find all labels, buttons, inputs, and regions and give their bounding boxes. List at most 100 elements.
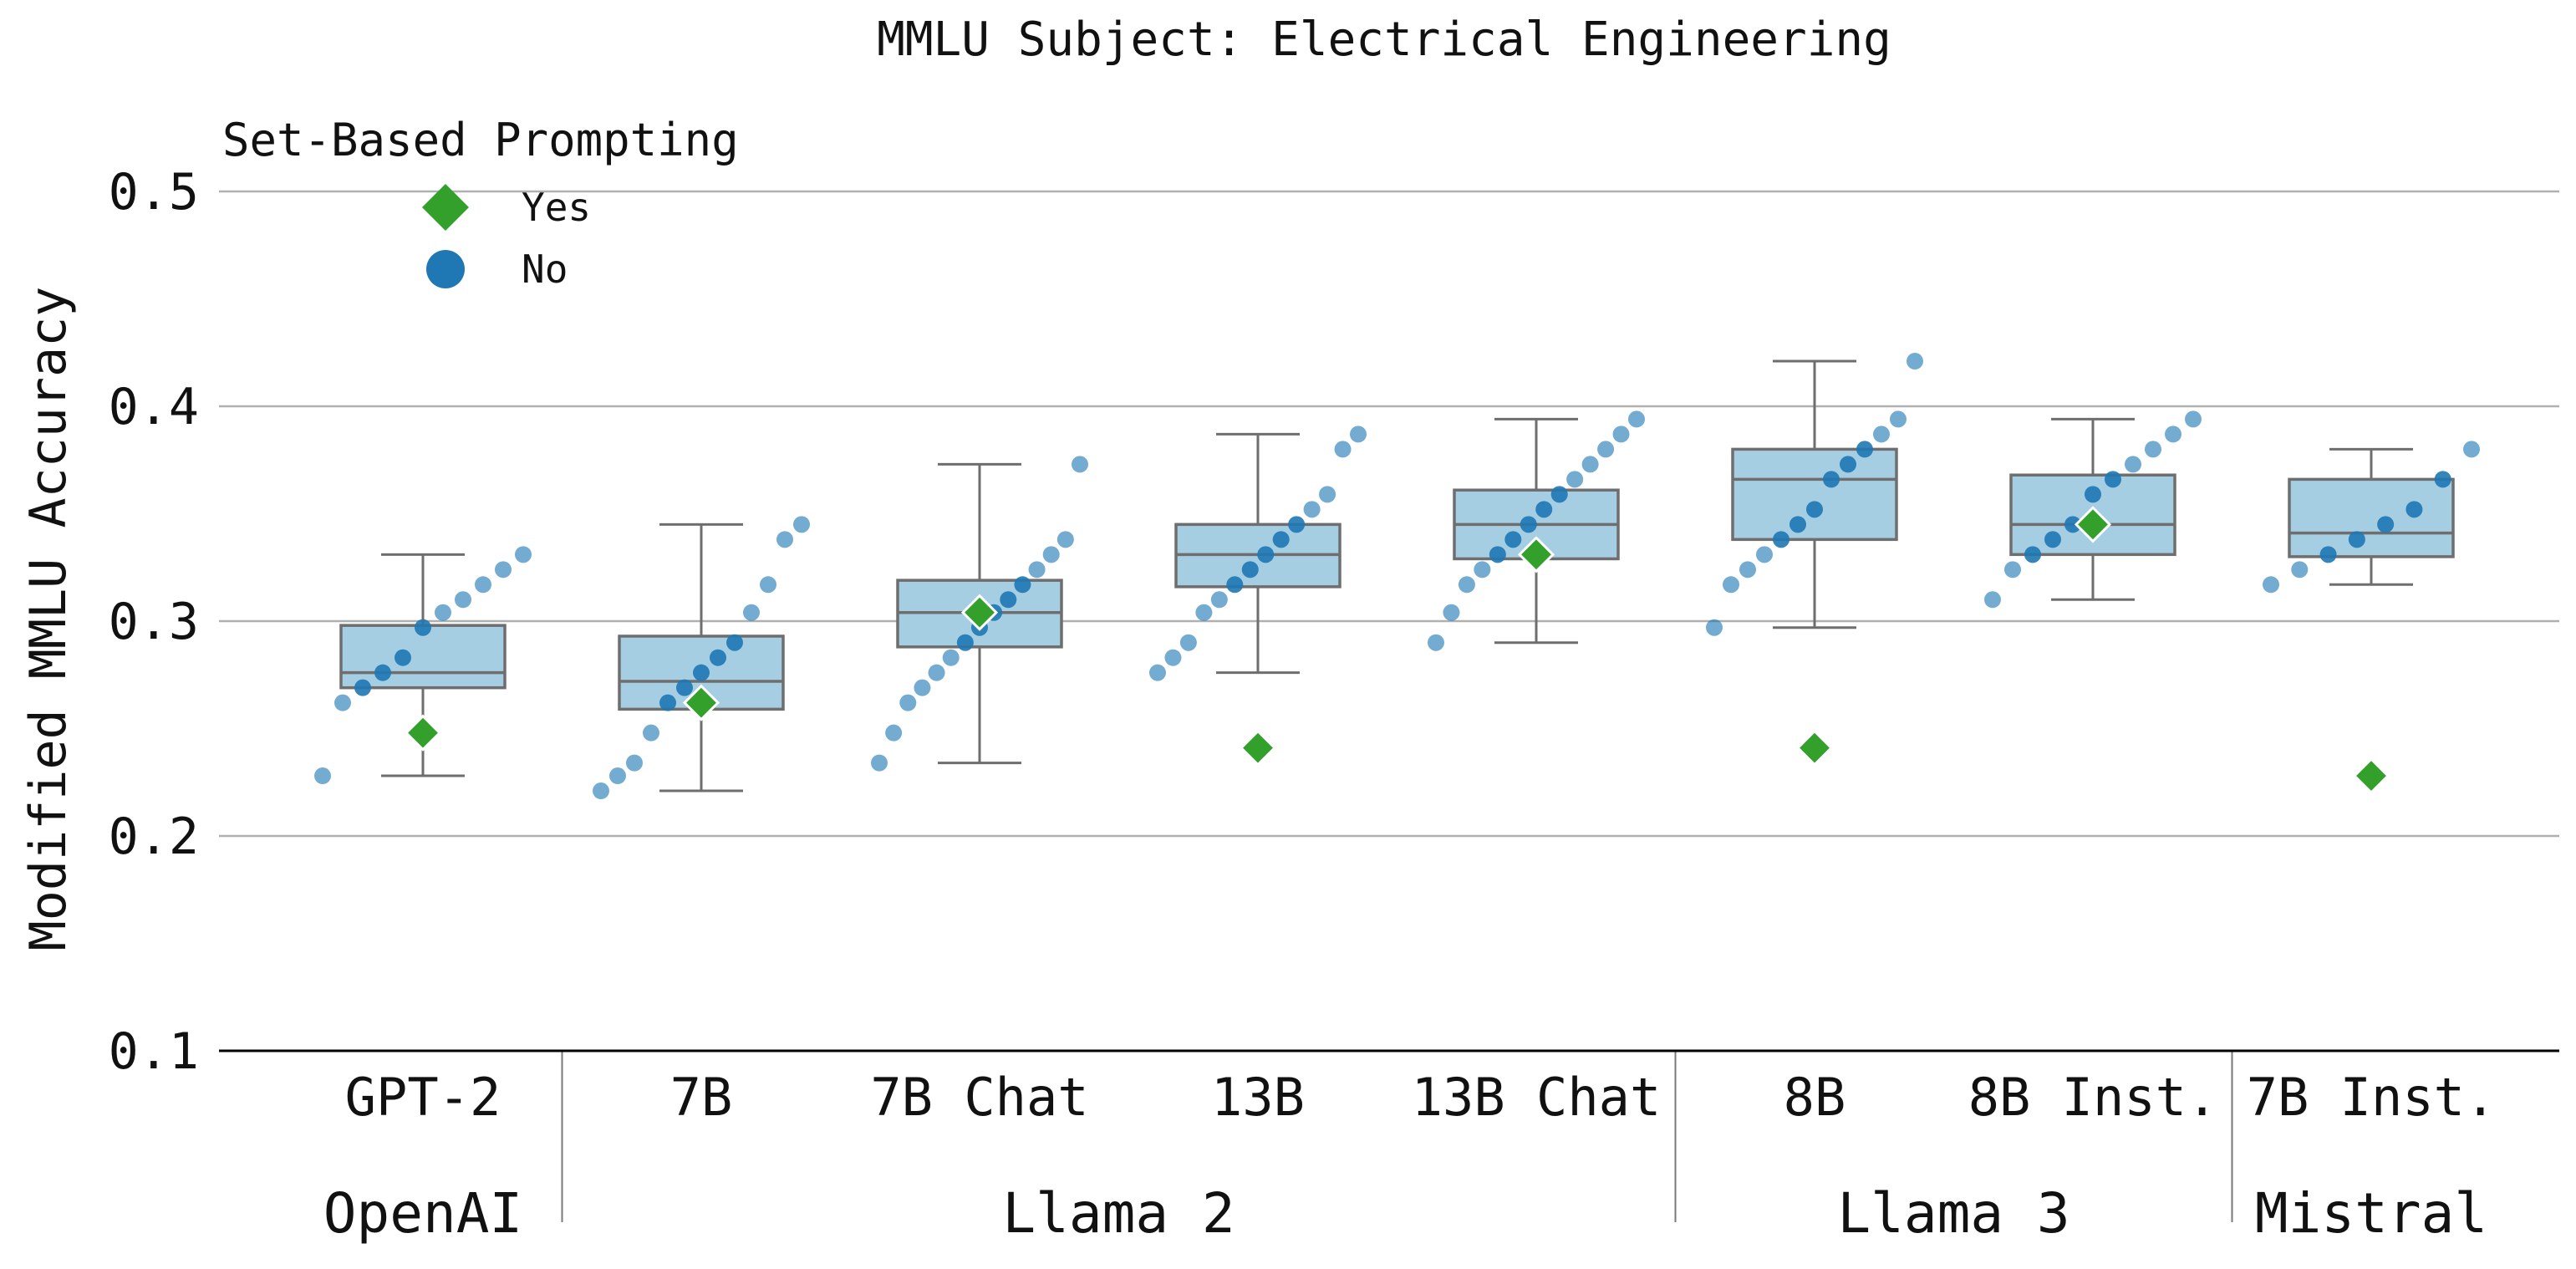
no-prompting-points <box>314 353 2480 800</box>
no-point <box>515 546 532 563</box>
group-label: Llama 2 <box>1002 1181 1235 1246</box>
no-point <box>2105 471 2121 488</box>
no-point <box>1042 546 1060 563</box>
no-point <box>1581 456 1599 473</box>
x-axis-group-labels: OpenAI Llama 2 Llama 3 Mistral <box>323 1181 2487 1246</box>
group-label: OpenAI <box>323 1181 522 1246</box>
box-13b-chat <box>1453 417 1620 645</box>
yes-marker <box>1517 536 1555 573</box>
legend-diamond-icon <box>422 184 469 231</box>
no-point <box>2004 561 2021 578</box>
no-point <box>1706 619 1723 636</box>
group-label: Mistral <box>2255 1181 2487 1246</box>
x-tick-label: 7B <box>670 1067 733 1128</box>
no-point <box>1241 561 1259 578</box>
no-point <box>1566 471 1584 488</box>
x-tick-label: 7B Chat <box>870 1067 1088 1128</box>
no-point <box>1226 576 1244 594</box>
x-tick-label: 13B Chat <box>1412 1067 1662 1128</box>
no-point <box>1806 501 1823 518</box>
legend-label: No <box>522 247 568 292</box>
no-point <box>1612 426 1630 443</box>
box-7b-inst- <box>2288 447 2455 586</box>
y-tick-label: 0.5 <box>109 163 199 222</box>
legend-entry-no: No <box>426 247 568 292</box>
no-point <box>743 604 760 621</box>
no-point <box>1535 501 1553 518</box>
no-point <box>1179 634 1197 651</box>
grid-lines <box>219 190 2559 838</box>
no-point <box>1789 516 1806 533</box>
no-point <box>942 649 960 666</box>
box-8b <box>1731 359 1898 629</box>
no-point <box>2405 501 2423 518</box>
no-point <box>2165 426 2181 443</box>
no-point <box>334 694 351 711</box>
no-point <box>1458 576 1475 594</box>
no-point <box>1739 561 1756 578</box>
x-tick-label: GPT-2 <box>345 1067 501 1128</box>
x-axis-category-labels: GPT-2 7B 7B Chat 13B 13B Chat 8B 8B Inst. 7B In… <box>345 1067 2497 1128</box>
no-point <box>2125 456 2141 473</box>
no-point <box>956 634 974 651</box>
no-point <box>1890 410 1907 428</box>
no-point <box>626 754 643 772</box>
no-point <box>899 694 917 711</box>
no-point <box>1474 561 1491 578</box>
yes-prompting-markers <box>404 506 2390 795</box>
no-point <box>1756 546 1773 563</box>
no-point <box>2291 561 2309 578</box>
no-point <box>643 724 659 742</box>
no-point <box>395 649 411 666</box>
no-point <box>885 724 903 742</box>
no-point <box>1164 649 1182 666</box>
no-point <box>659 694 676 711</box>
no-point <box>1856 441 1873 458</box>
no-point <box>693 664 710 681</box>
no-point <box>1072 456 1088 473</box>
no-point <box>1272 531 1290 548</box>
x-tick-label: 8B Inst. <box>1968 1067 2218 1128</box>
no-point <box>1597 441 1615 458</box>
no-point <box>1443 604 1460 621</box>
no-point <box>2434 471 2451 488</box>
no-point <box>1907 353 1923 370</box>
yes-marker <box>682 684 720 721</box>
no-point <box>455 591 471 609</box>
no-point <box>1350 426 1367 443</box>
no-point <box>710 649 726 666</box>
legend-circle-icon <box>426 250 465 288</box>
no-point <box>2024 546 2041 563</box>
yes-marker <box>2352 757 2390 795</box>
box-iqr <box>1731 447 1898 542</box>
y-tick-label: 0.4 <box>109 378 199 436</box>
no-point <box>2085 486 2101 503</box>
no-point <box>1014 576 1031 594</box>
x-tick-label: 13B <box>1211 1067 1305 1128</box>
legend-label: Yes <box>522 185 591 230</box>
yes-marker <box>2074 506 2112 543</box>
no-point <box>374 664 391 681</box>
no-point <box>776 531 793 548</box>
y-tick-label: 0.3 <box>109 593 199 651</box>
no-point <box>2185 410 2202 428</box>
group-separators <box>561 1051 2233 1222</box>
y-axis-label: Modified MMLU Accuracy <box>19 287 78 951</box>
no-point <box>793 516 810 533</box>
no-point <box>914 679 931 696</box>
no-point <box>1334 441 1352 458</box>
no-point <box>2064 516 2081 533</box>
no-point <box>1428 634 1444 651</box>
no-point <box>1303 501 1321 518</box>
no-point <box>1288 516 1306 533</box>
y-tick-label: 0.1 <box>109 1022 199 1081</box>
x-tick-label: 8B <box>1784 1067 1846 1128</box>
no-point <box>1489 546 1506 563</box>
no-point <box>2044 531 2061 548</box>
no-point <box>354 679 371 696</box>
no-point <box>871 754 888 772</box>
no-point <box>609 767 626 785</box>
no-point <box>2348 531 2365 548</box>
no-point <box>2145 441 2161 458</box>
